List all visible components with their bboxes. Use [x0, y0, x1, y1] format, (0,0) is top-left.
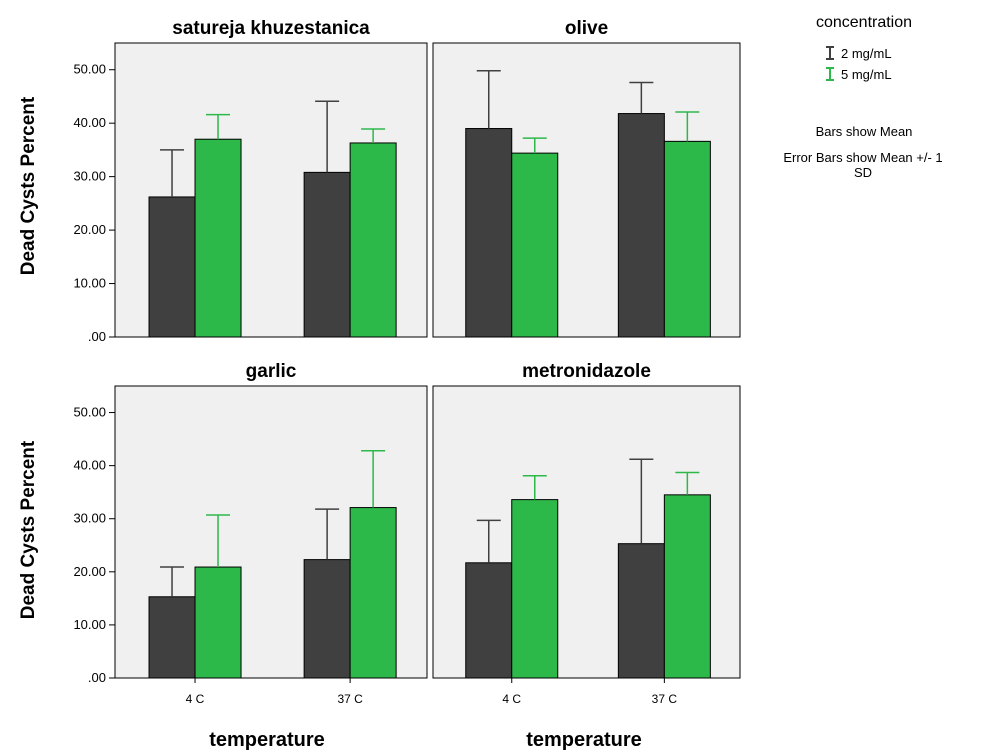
bar [465, 562, 513, 679]
y-axis-label-bottom: Dead Cysts Percent [18, 440, 39, 619]
panel-1: olive [432, 18, 741, 338]
bar [617, 113, 665, 338]
panel-0: satureja khuzestanica .00 10.00 20.00 30.00 4… [73, 18, 428, 344]
x-tick-label: 4 C [186, 692, 205, 706]
y-tick-label: 40.00 [73, 115, 106, 130]
y-tick-label: 50.00 [73, 405, 106, 420]
legend-note-bars: Bars show Mean [816, 124, 913, 139]
y-tick-label: .00 [88, 670, 106, 685]
legend: concentration 2 mg/mL 5 mg/mL Bars show … [783, 14, 942, 180]
y-tick-label: 30.00 [73, 169, 106, 184]
y-tick-label: 50.00 [73, 62, 106, 77]
y-tick-label: .00 [88, 329, 106, 344]
y-tick-label: 40.00 [73, 458, 106, 473]
legend-title: concentration [816, 14, 912, 31]
panel-3: metronidazole 4 C 37 C [432, 361, 741, 706]
panel-title: satureja khuzestanica [172, 18, 370, 39]
legend-errorbar-2mg-icon [826, 46, 834, 60]
y-tick-label: 10.00 [73, 617, 106, 632]
bar [303, 171, 351, 338]
legend-label-2mg: 2 mg/mL [841, 46, 892, 61]
bar [511, 152, 559, 338]
panel-title: olive [565, 18, 608, 39]
bar [349, 142, 397, 338]
y-tick-label: 20.00 [73, 222, 106, 237]
x-axis-label-left: temperature [209, 729, 325, 751]
bar [511, 499, 559, 679]
bar [663, 494, 711, 679]
bar [617, 543, 665, 679]
x-tick-label: 4 C [502, 692, 521, 706]
y-tick-label: 20.00 [73, 564, 106, 579]
bar [148, 596, 196, 679]
bar [194, 566, 242, 679]
legend-note-error-bars: Error Bars show Mean +/- 1 [783, 150, 942, 165]
bar [303, 559, 351, 679]
panel-title: garlic [246, 361, 297, 382]
legend-entry-5mg: 5 mg/mL [826, 67, 892, 82]
y-tick-label: 30.00 [73, 511, 106, 526]
bar [465, 128, 513, 338]
panel-2: garlic .00 10.00 20.00 30.00 40.00 50.00 4 C 37 … [73, 361, 428, 706]
x-axis-label-right: temperature [526, 729, 642, 751]
y-axis-label-top: Dead Cysts Percent [18, 96, 39, 275]
x-tick-label: 37 C [337, 692, 363, 706]
y-tick-label: 10.00 [73, 276, 106, 291]
legend-entry-2mg: 2 mg/mL [826, 46, 892, 61]
bar [194, 138, 242, 338]
legend-errorbar-5mg-icon [826, 67, 834, 81]
legend-label-5mg: 5 mg/mL [841, 67, 892, 82]
legend-note-error-bars-sd: SD [854, 165, 872, 180]
bar [148, 196, 196, 338]
bar [663, 140, 711, 338]
panels-group: satureja khuzestanica .00 10.00 20.00 30.00 4… [73, 18, 741, 706]
bar [349, 507, 397, 679]
x-tick-label: 37 C [652, 692, 678, 706]
panel-title: metronidazole [522, 361, 651, 382]
